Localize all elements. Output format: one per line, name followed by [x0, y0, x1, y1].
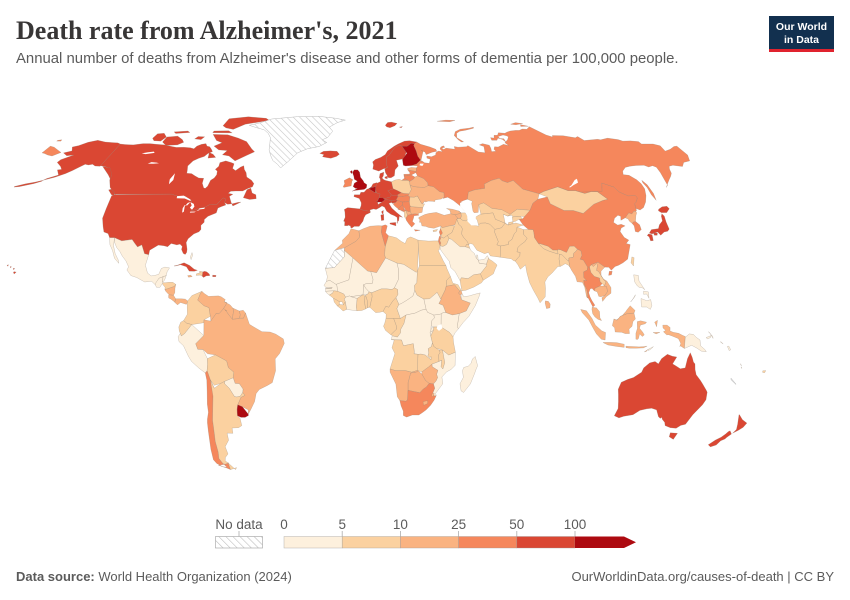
svg-text:25: 25: [451, 517, 466, 532]
svg-text:100: 100: [564, 517, 587, 532]
svg-text:5: 5: [338, 517, 346, 532]
svg-text:10: 10: [393, 517, 408, 532]
svg-text:No data: No data: [215, 517, 263, 532]
svg-text:50: 50: [509, 517, 524, 532]
svg-text:0: 0: [280, 517, 288, 532]
